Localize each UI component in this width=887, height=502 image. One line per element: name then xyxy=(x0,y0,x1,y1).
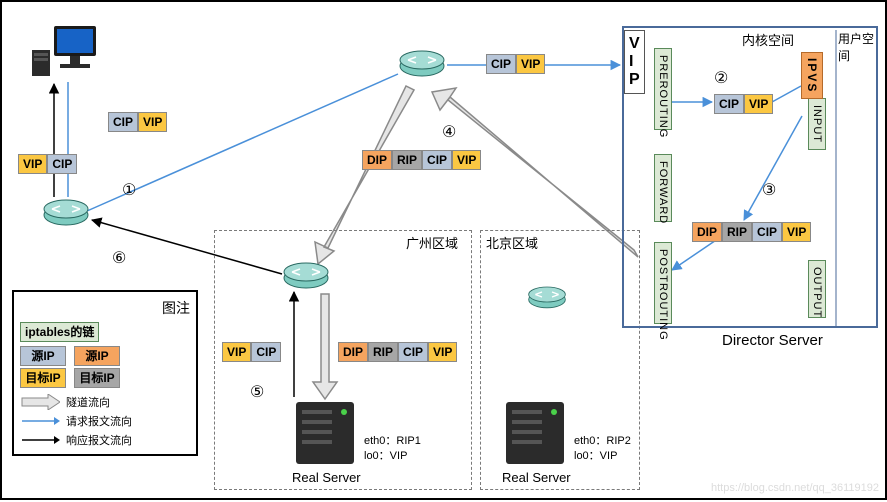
tag-dip: DIP xyxy=(338,342,368,362)
watermark: https://blog.csdn.net/qq_36119192 xyxy=(711,482,879,494)
tags-ds-pre: CIP VIP xyxy=(714,94,773,114)
tag-dip: DIP xyxy=(362,150,392,170)
tag-vip: VIP xyxy=(782,222,811,242)
tags-client-up: VIP CIP xyxy=(18,154,77,174)
tag-cip: CIP xyxy=(714,94,744,114)
rs-gz-title: Real Server xyxy=(292,470,361,485)
rs-bj-lo0: lo0：VIP xyxy=(574,447,617,463)
real-server-bj xyxy=(500,398,570,473)
tags-ds-post: DIP RIP CIP VIP xyxy=(692,222,811,242)
step-1: ① xyxy=(122,180,136,200)
tag-vip: VIP xyxy=(452,150,481,170)
legend-title: 图注 xyxy=(20,298,190,318)
step-4: ④ xyxy=(442,122,456,142)
ds-user-label: 用户空间 xyxy=(838,30,885,64)
step-6: ⑥ xyxy=(112,248,126,268)
legend-iptables: iptables的链 xyxy=(20,322,99,342)
rs-gz-lo0: lo0：VIP xyxy=(364,447,407,463)
legend-srcip-1: 源IP xyxy=(20,346,66,366)
legend-tunnel-label: 隧道流向 xyxy=(66,394,110,410)
tag-cip: CIP xyxy=(398,342,428,362)
legend-dstip-1: 目标IP xyxy=(20,368,66,388)
ds-title: Director Server xyxy=(722,332,823,349)
tag-rip: RIP xyxy=(722,222,752,242)
legend-req-icon xyxy=(20,416,60,426)
chain-prerouting: PREROUTING xyxy=(654,48,672,130)
ds-kernel-label: 内核空间 xyxy=(742,30,794,49)
rs-gz-eth0: eth0：RIP1 xyxy=(364,432,421,448)
router-top xyxy=(398,48,446,83)
tags-gz-down: DIP RIP CIP VIP xyxy=(338,342,457,362)
chain-input: INPUT xyxy=(808,98,826,150)
tag-vip: VIP xyxy=(138,112,167,132)
ds-vip-vertical: VIP xyxy=(624,30,645,94)
legend-srcip-2: 源IP xyxy=(74,346,120,366)
tag-rip: RIP xyxy=(368,342,398,362)
chain-postrouting: POSTROUTING xyxy=(654,242,672,324)
legend-dstip-2: 目标IP xyxy=(74,368,120,388)
tag-vip: VIP xyxy=(222,342,251,362)
chain-forward: FORWARD xyxy=(654,154,672,222)
tag-cip: CIP xyxy=(108,112,138,132)
tags-client-down: CIP VIP xyxy=(108,112,167,132)
tags-step4: DIP RIP CIP VIP xyxy=(362,150,481,170)
legend-resp-icon xyxy=(20,435,60,445)
tag-vip: VIP xyxy=(744,94,773,114)
tag-vip: VIP xyxy=(428,342,457,362)
tag-cip: CIP xyxy=(422,150,452,170)
tag-cip: CIP xyxy=(251,342,281,362)
router-left xyxy=(42,197,90,232)
tag-rip: RIP xyxy=(392,150,422,170)
tag-cip: CIP xyxy=(47,154,77,174)
step-5: ⑤ xyxy=(250,382,264,402)
chain-ipvs: IPVS xyxy=(801,52,823,99)
legend: 图注 iptables的链 源IP 源IP 目标IP 目标IP 隧道流向 请求报… xyxy=(12,290,198,456)
tag-vip: VIP xyxy=(516,54,545,74)
region-bj-label: 北京区域 xyxy=(486,233,538,252)
legend-req-label: 请求报文流向 xyxy=(66,413,132,429)
legend-resp-label: 响应报文流向 xyxy=(66,432,132,448)
tag-cip: CIP xyxy=(752,222,782,242)
step-2: ② xyxy=(714,68,728,88)
step-3: ③ xyxy=(762,180,776,200)
tag-dip: DIP xyxy=(692,222,722,242)
real-server-gz xyxy=(290,398,360,473)
client-pc xyxy=(30,20,100,85)
tag-vip: VIP xyxy=(18,154,47,174)
rs-bj-eth0: eth0：RIP2 xyxy=(574,432,631,448)
tags-gz-up: VIP CIP xyxy=(222,342,281,362)
region-gz-label: 广州区域 xyxy=(406,233,458,252)
legend-tunnel-icon xyxy=(20,394,60,410)
rs-bj-title: Real Server xyxy=(502,470,571,485)
tag-cip: CIP xyxy=(486,54,516,74)
chain-output: OUTPUT xyxy=(808,260,826,318)
tags-top-to-ds: CIP VIP xyxy=(486,54,545,74)
